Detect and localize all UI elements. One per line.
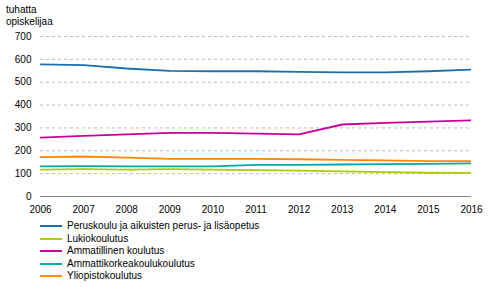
html-text:opiskelijaa: opiskelijaa: [6, 16, 53, 27]
html-text:Yliopistokoulutus: Yliopistokoulutus: [67, 270, 142, 281]
svg-text:300: 300: [15, 122, 32, 133]
svg-text:500: 500: [15, 76, 32, 87]
svg-text:2015: 2015: [417, 204, 440, 215]
html-text:Ammatillinen koulutus: Ammatillinen koulutus: [67, 245, 165, 256]
svg-text:2007: 2007: [72, 204, 95, 215]
svg-text:0: 0: [26, 191, 32, 202]
html-text:tuhatta: tuhatta: [6, 4, 37, 15]
svg-text:2010: 2010: [202, 204, 225, 215]
svg-text:2016: 2016: [460, 204, 483, 215]
html-text:Lukiokoulutus: Lukiokoulutus: [67, 232, 129, 244]
svg-text:2009: 2009: [159, 204, 182, 215]
svg-text:600: 600: [15, 54, 32, 65]
svg-text:2006: 2006: [29, 204, 52, 215]
svg-text:200: 200: [15, 145, 32, 156]
svg-text:2011: 2011: [245, 204, 267, 215]
svg-text:2008: 2008: [116, 204, 139, 215]
html-text:Ammattikorkeakoulukoulutus: Ammattikorkeakoulukoulutus: [67, 257, 195, 269]
html-text:Peruskoulu ja aikuisten perus-: Peruskoulu ja aikuisten perus- ja lisäop…: [67, 220, 260, 231]
svg-text:700: 700: [15, 31, 32, 42]
svg-text:100: 100: [15, 168, 32, 179]
svg-text:2012: 2012: [288, 204, 311, 215]
svg-text:2014: 2014: [374, 204, 397, 215]
svg-text:2013: 2013: [331, 204, 354, 215]
svg-text:400: 400: [15, 99, 32, 110]
